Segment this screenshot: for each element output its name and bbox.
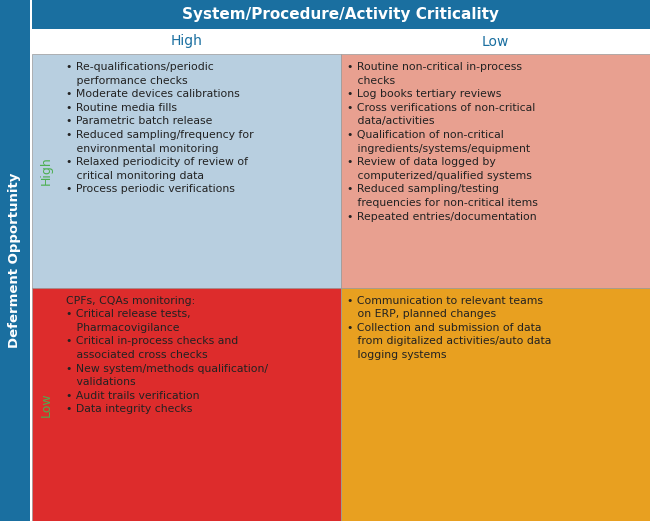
Text: • Communication to relevant teams
   on ERP, planned changes
• Collection and su: • Communication to relevant teams on ERP…	[347, 295, 551, 360]
Text: • Re-qualifications/periodic
   performance checks
• Moderate devices calibratio: • Re-qualifications/periodic performance…	[66, 62, 254, 194]
Bar	[0, 0, 30, 521]
Text: High: High	[40, 156, 53, 185]
Text: High: High	[170, 34, 202, 48]
Text: Low: Low	[40, 392, 53, 417]
Bar	[341, 54, 650, 288]
Bar	[32, 288, 341, 521]
Text: Low: Low	[482, 34, 509, 48]
Bar	[32, 0, 650, 29]
Text: System/Procedure/Activity Criticality: System/Procedure/Activity Criticality	[183, 7, 499, 22]
Text: • Routine non-critical in-process
   checks
• Log books tertiary reviews
• Cross: • Routine non-critical in-process checks…	[347, 62, 538, 221]
Text: Deferment Opportunity: Deferment Opportunity	[8, 173, 21, 348]
Text: CPFs, CQAs monitoring:
• Critical release tests,
   Pharmacovigilance
• Critical: CPFs, CQAs monitoring: • Critical releas…	[66, 295, 268, 414]
Bar	[32, 54, 341, 288]
Bar	[341, 288, 650, 521]
